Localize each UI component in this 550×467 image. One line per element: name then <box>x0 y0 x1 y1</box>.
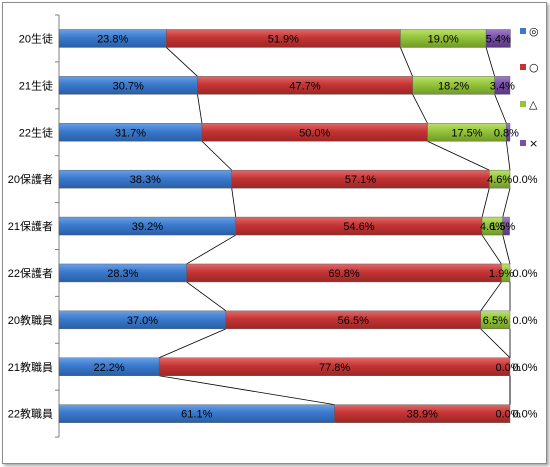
data-label-0-row-2: 31.7% <box>115 127 146 139</box>
category-label: 21生徒 <box>19 78 53 92</box>
series-line <box>186 281 227 312</box>
data-label-2-row-8: 0.0% <box>495 409 520 421</box>
series-line <box>158 328 227 359</box>
bar-segment-1-row-8 <box>334 404 511 423</box>
data-label-1-row-1: 47.7% <box>289 80 320 92</box>
series-line <box>480 281 502 312</box>
series-line <box>427 140 490 171</box>
category-label: 22保護者 <box>8 266 53 280</box>
series-line <box>231 188 237 218</box>
data-label-3-row-5: 0.0% <box>512 268 537 280</box>
series-line <box>400 47 413 77</box>
data-label-3-row-1: 3.4% <box>490 80 515 92</box>
legend-swatch <box>520 28 526 34</box>
data-label-3-row-8: 0.0% <box>512 409 537 421</box>
legend-entry: △ <box>529 98 538 111</box>
series-line <box>186 234 236 265</box>
data-label-0-row-6: 37.0% <box>127 315 158 327</box>
data-label-3-row-7: 0.0% <box>512 362 537 374</box>
category-label: 21教職員 <box>8 361 53 374</box>
data-label-1-row-8: 38.9% <box>407 409 438 421</box>
category-label: 20生徒 <box>19 31 53 45</box>
legend-swatch <box>520 101 526 107</box>
data-label-3-row-6: 0.0% <box>512 315 537 327</box>
series-line <box>166 47 198 77</box>
data-label-3-row-2: 0.8% <box>494 127 519 139</box>
legend-entry: × <box>529 137 538 150</box>
bar-segment-3-row-1 <box>494 76 511 95</box>
series-line <box>412 94 428 124</box>
bar-segment-3-row-2 <box>506 123 511 142</box>
series-line <box>505 141 511 171</box>
data-label-2-row-7: 0.0% <box>495 362 520 374</box>
bar-segment-2-row-5 <box>501 263 511 283</box>
category-label: 20教職員 <box>8 314 53 327</box>
data-label-1-row-4: 54.6% <box>343 221 374 233</box>
legend-entry: ○ <box>529 61 539 74</box>
bar-segment-2-row-6 <box>480 310 511 330</box>
data-label-2-row-0: 19.0% <box>428 33 459 45</box>
data-label-3-row-0: 5.4% <box>486 33 511 45</box>
series-line <box>480 328 511 359</box>
data-label-2-row-3: 4.6% <box>487 174 512 186</box>
series-line <box>481 188 490 218</box>
data-label-1-row-3: 57.1% <box>345 174 376 186</box>
data-label-2-row-6: 6.5% <box>483 315 508 327</box>
bar-segment-3-row-4 <box>502 216 510 236</box>
bar-segment-1-row-7 <box>158 357 511 376</box>
data-label-0-row-1: 30.7% <box>113 80 144 92</box>
series-line <box>502 188 511 218</box>
data-label-2-row-2: 17.5% <box>451 127 482 139</box>
legend: ◎ ○ △ × <box>520 25 539 150</box>
data-label-1-row-6: 56.5% <box>338 315 369 327</box>
data-label-1-row-7: 77.8% <box>319 362 350 374</box>
data-label-0-row-5: 28.3% <box>107 268 138 280</box>
category-label: 22生徒 <box>19 125 53 139</box>
legend-swatch <box>520 64 526 70</box>
legend-swatch <box>520 140 526 146</box>
series-line <box>201 140 233 171</box>
category-label: 20保護者 <box>8 172 53 186</box>
series-line <box>485 47 496 77</box>
series-line <box>502 234 511 265</box>
data-label-1-row-5: 69.8% <box>328 268 359 280</box>
data-label-0-row-8: 61.1% <box>181 409 212 421</box>
data-label-1-row-2: 50.0% <box>299 127 330 139</box>
series-line <box>159 375 335 406</box>
series-line <box>494 94 507 124</box>
data-label-3-row-4: 1.5% <box>490 221 515 233</box>
legend-entry: ◎ <box>529 25 539 38</box>
data-label-3-row-3: 0.0% <box>512 174 537 186</box>
data-label-0-row-0: 23.8% <box>97 33 128 45</box>
category-label: 21保護者 <box>8 219 53 233</box>
data-label-0-row-4: 39.2% <box>132 221 163 233</box>
data-label-0-row-7: 22.2% <box>93 362 124 374</box>
bar-segment-2-row-3 <box>489 169 511 189</box>
series-line <box>481 234 502 265</box>
data-label-1-row-0: 51.9% <box>268 33 299 45</box>
category-label: 22教職員 <box>8 408 53 421</box>
data-label-2-row-4: 4.6% <box>480 221 505 233</box>
data-label-0-row-3: 38.3% <box>130 174 161 186</box>
bar-segment-3-row-0 <box>485 29 511 48</box>
data-label-2-row-5: 1.9% <box>489 268 514 280</box>
series-line <box>197 94 203 124</box>
data-label-2-row-1: 18.2% <box>438 80 469 92</box>
